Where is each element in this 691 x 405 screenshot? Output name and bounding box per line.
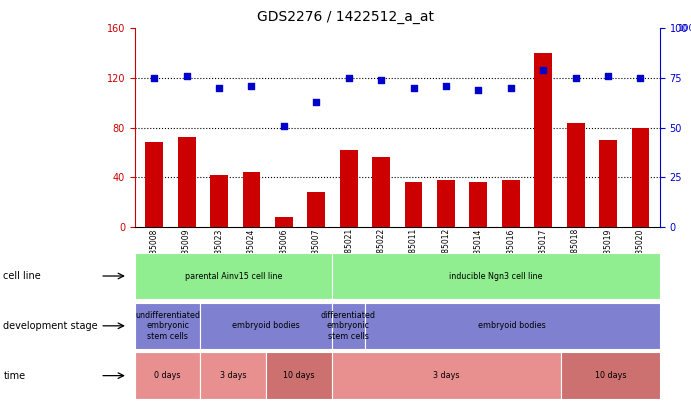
Point (505, 85, 516, 91)
Bar (307, 192, 325, 227)
Text: differentiated
embryonic
stem cells: differentiated embryonic stem cells (321, 311, 376, 341)
Point (311, 98, 322, 105)
Bar (340, 150, 358, 227)
Point (570, 75, 581, 81)
Text: parental Ainv15 cell line: parental Ainv15 cell line (184, 271, 282, 281)
Point (538, 67, 549, 73)
Text: 0 days: 0 days (154, 371, 181, 380)
Bar (567, 123, 585, 227)
Text: embryoid bodies: embryoid bodies (232, 321, 300, 330)
Point (181, 73, 192, 79)
Bar (372, 157, 390, 227)
Point (246, 83, 257, 89)
Point (603, 73, 614, 79)
Point (440, 83, 451, 89)
Text: 100%: 100% (679, 24, 691, 33)
Text: 10 days: 10 days (595, 371, 627, 380)
Point (408, 85, 419, 91)
Text: cell line: cell line (3, 271, 41, 281)
Bar (469, 182, 487, 227)
Point (149, 75, 160, 81)
Text: inducible Ngn3 cell line: inducible Ngn3 cell line (449, 271, 542, 281)
Bar (599, 140, 617, 227)
Text: 10 days: 10 days (283, 371, 314, 380)
Text: development stage: development stage (3, 321, 98, 331)
Text: undifferentiated
embryonic
stem cells: undifferentiated embryonic stem cells (135, 311, 200, 341)
Point (278, 122, 290, 129)
Bar (178, 138, 196, 227)
Text: 3 days: 3 days (220, 371, 247, 380)
Bar (243, 172, 261, 227)
Point (343, 75, 354, 81)
Bar (534, 53, 552, 227)
Bar (145, 143, 163, 227)
Bar (405, 182, 422, 227)
Bar (632, 128, 650, 227)
Bar (210, 175, 228, 227)
Point (214, 85, 225, 91)
Point (635, 75, 646, 81)
Point (376, 77, 387, 83)
Text: GDS2276 / 1422512_a_at: GDS2276 / 1422512_a_at (257, 10, 434, 24)
Bar (275, 217, 293, 227)
Text: embryoid bodies: embryoid bodies (478, 321, 546, 330)
Text: 3 days: 3 days (433, 371, 460, 380)
Bar (502, 180, 520, 227)
Bar (437, 180, 455, 227)
Point (473, 87, 484, 93)
Text: time: time (3, 371, 26, 381)
